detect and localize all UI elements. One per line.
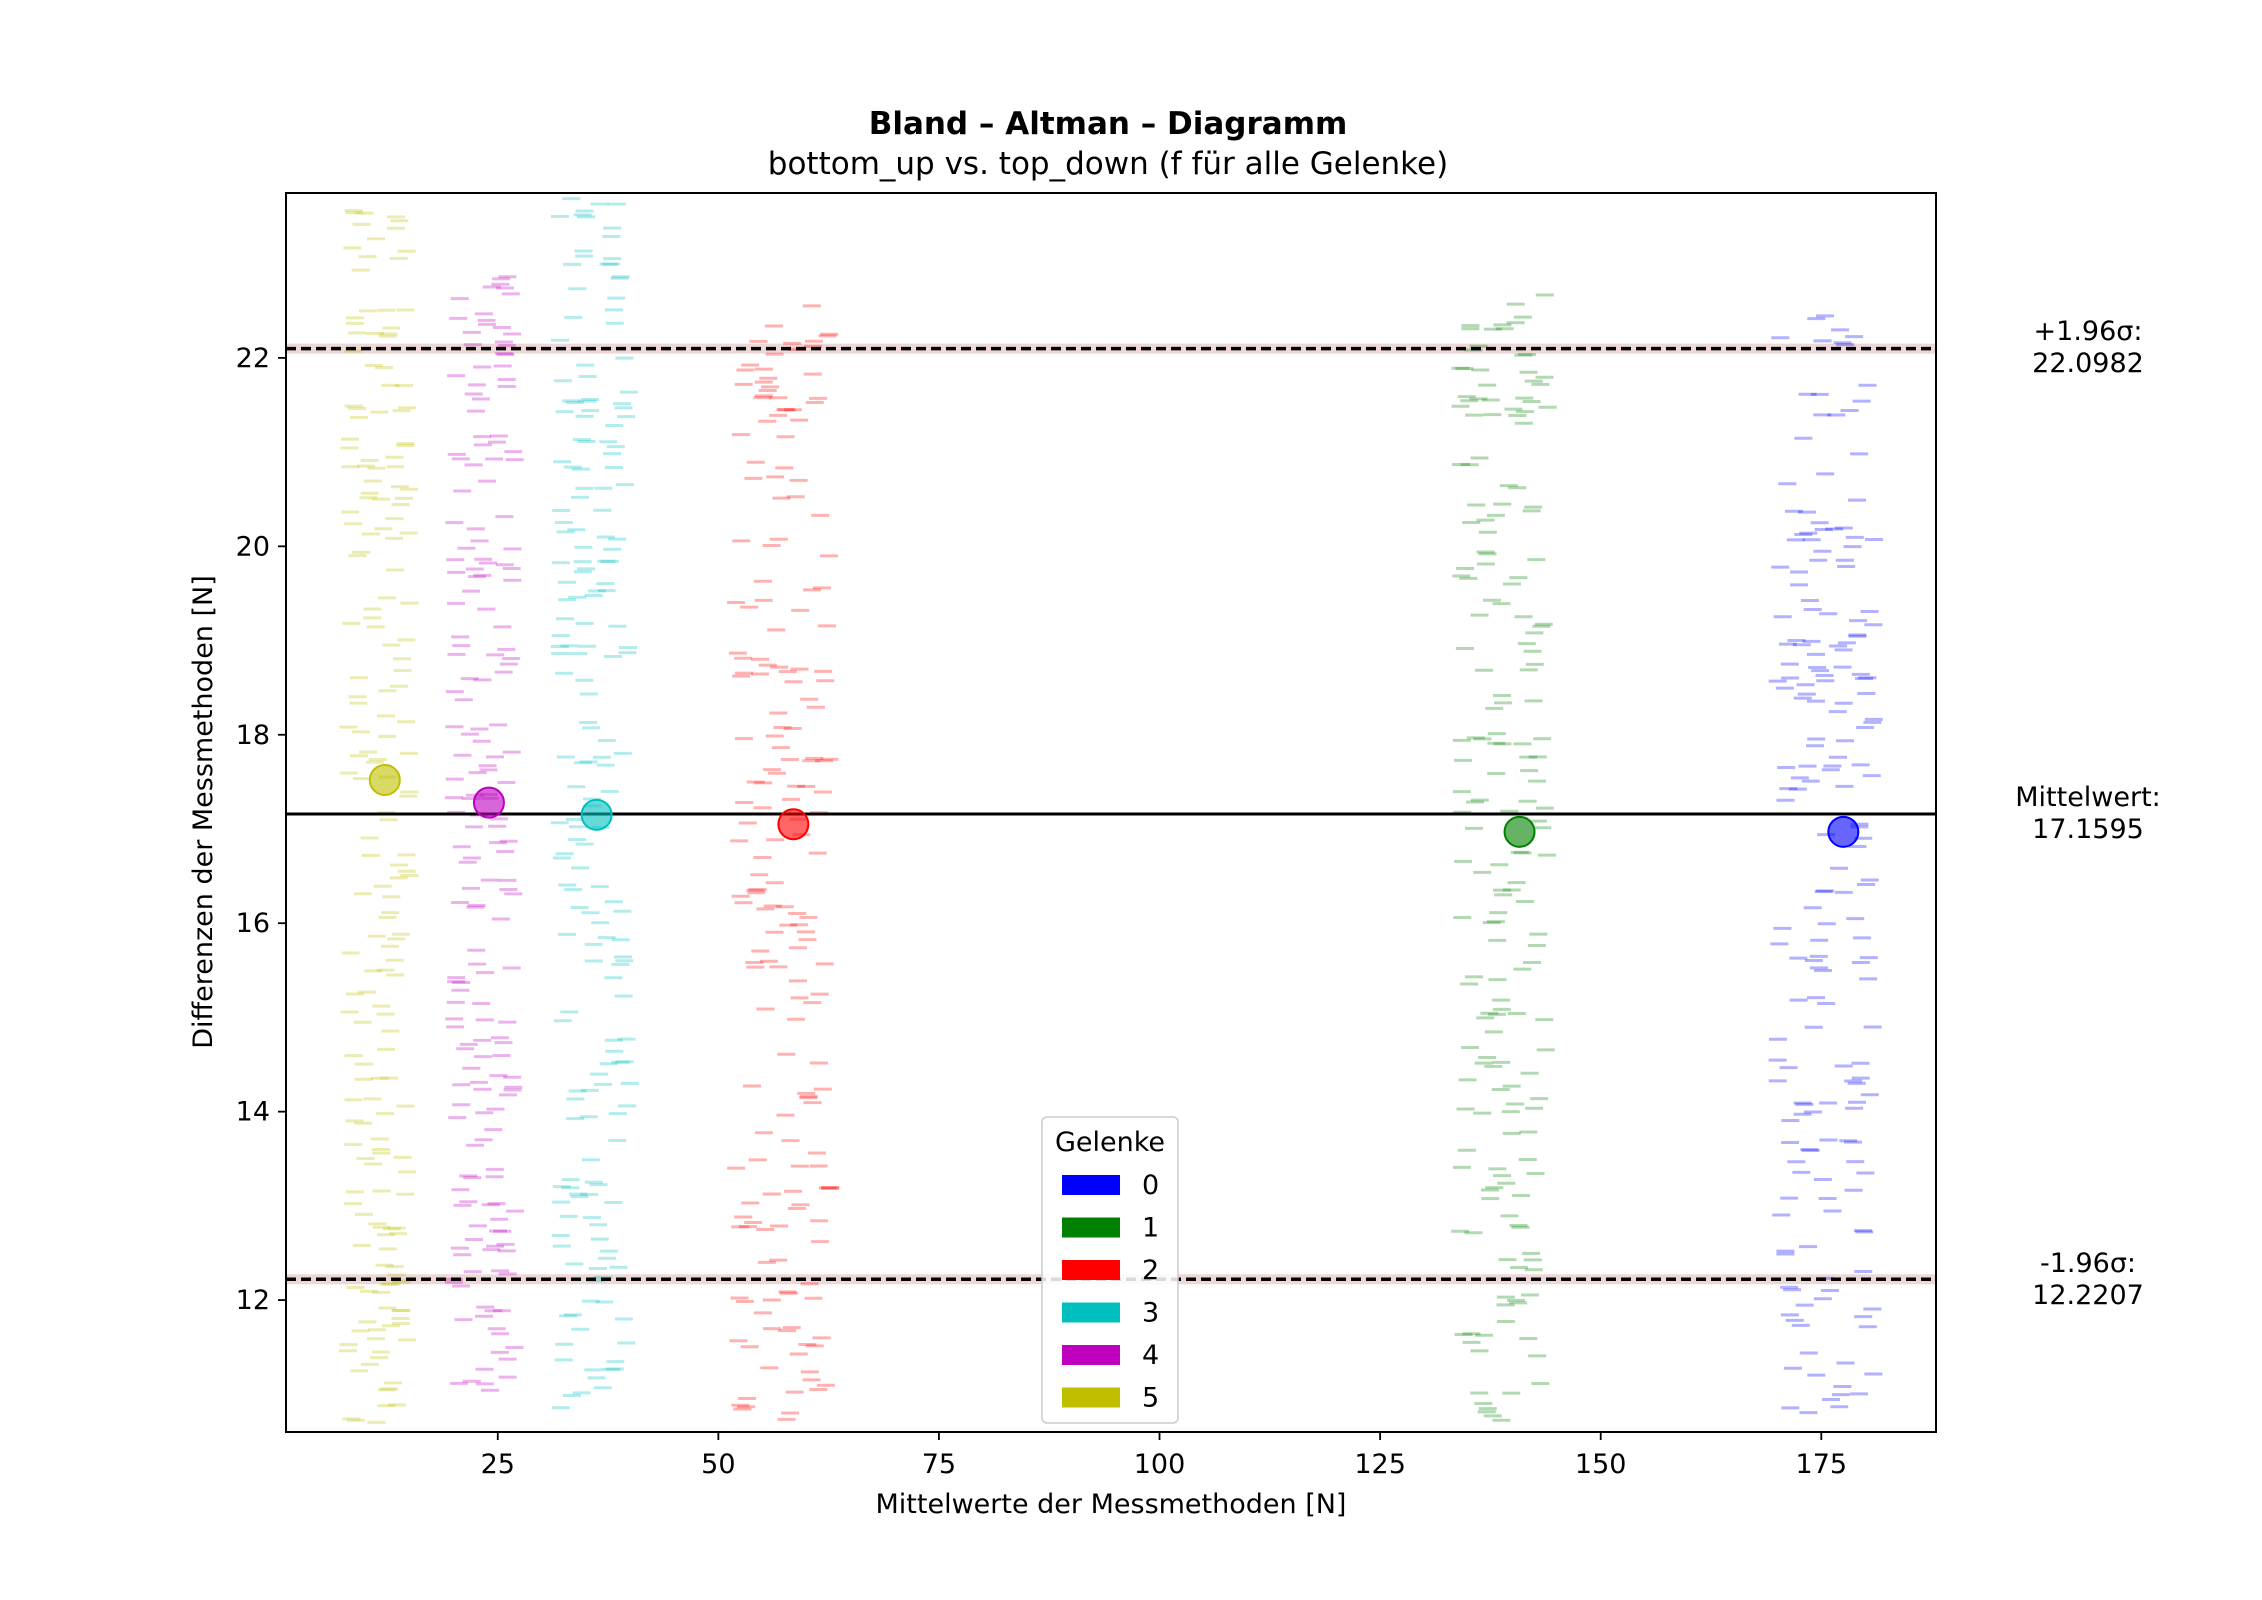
x-tick-label: 150 xyxy=(1575,1449,1627,1480)
chart-subtitle: bottom_up vs. top_down (f für alle Gelen… xyxy=(768,146,1448,182)
legend-label: 5 xyxy=(1142,1383,1159,1414)
data-points xyxy=(338,197,1883,1424)
legend-entry-1: 1 xyxy=(1062,1213,1159,1244)
legend-swatch xyxy=(1062,1175,1120,1195)
series-1-mean-marker xyxy=(1503,815,1536,848)
series-4-mean-marker xyxy=(472,786,505,819)
legend-entries: 0 1 2 3 4 5 xyxy=(1062,1170,1159,1414)
lower-limit-label: -1.96σ: xyxy=(2040,1248,2136,1279)
legend-swatch xyxy=(1062,1260,1120,1280)
legend-swatch xyxy=(1062,1217,1120,1238)
legend-swatch xyxy=(1062,1302,1120,1323)
y-tick-label: 22 xyxy=(236,343,270,374)
x-axis-ticks: 25 50 75 100 125 150 175 xyxy=(481,1432,1847,1480)
series-2-points xyxy=(727,304,840,1421)
plot-frame xyxy=(285,192,1937,1433)
mean-markers xyxy=(368,763,1860,848)
series-0-mean-marker xyxy=(1827,815,1860,848)
series-5-mean-marker xyxy=(368,763,401,796)
series-3-points xyxy=(550,197,639,1410)
y-axis-label: Differenzen der Messmethoden [N] xyxy=(188,575,219,1049)
y-tick-label: 16 xyxy=(236,908,270,939)
x-tick-label: 25 xyxy=(481,1449,515,1480)
lower-limit-annotation: -1.96σ: 12.2207 xyxy=(2032,1248,2144,1311)
series-0-points xyxy=(1768,314,1883,1415)
mean-annotation: Mittelwert: 17.1595 xyxy=(2015,782,2161,845)
x-tick-label: 175 xyxy=(1796,1449,1848,1480)
upper-limit-annotation: +1.96σ: 22.0982 xyxy=(2032,316,2144,379)
x-tick-label: 75 xyxy=(922,1449,956,1480)
legend-swatch xyxy=(1062,1345,1120,1365)
y-tick-label: 20 xyxy=(236,531,270,562)
upper-limit-value: 22.0982 xyxy=(2032,348,2144,379)
legend-entry-4: 4 xyxy=(1062,1340,1159,1371)
legend-entry-0: 0 xyxy=(1062,1170,1159,1201)
legend-entry-5: 5 xyxy=(1062,1383,1159,1414)
y-tick-label: 12 xyxy=(236,1285,270,1316)
y-tick-label: 14 xyxy=(236,1097,270,1128)
legend-label: 3 xyxy=(1142,1298,1159,1329)
legend-label: 0 xyxy=(1142,1170,1159,1201)
mean-value: 17.1595 xyxy=(2032,814,2144,845)
legend: Gelenke 0 1 2 3 4 5 xyxy=(1041,1116,1179,1424)
y-tick-label: 18 xyxy=(236,720,270,751)
series-5-points xyxy=(338,209,419,1424)
series-2-mean-marker xyxy=(777,808,810,841)
chart-title: Bland – Altman – Diagramm xyxy=(869,106,1348,142)
legend-entry-3: 3 xyxy=(1062,1298,1159,1329)
legend-title: Gelenke xyxy=(1055,1127,1165,1158)
series-3-mean-marker xyxy=(580,798,613,831)
x-tick-label: 125 xyxy=(1354,1449,1406,1480)
upper-limit-label: +1.96σ: xyxy=(2034,316,2143,347)
series-1-points xyxy=(1451,293,1557,1422)
x-tick-label: 50 xyxy=(701,1449,735,1480)
x-tick-label: 100 xyxy=(1134,1449,1186,1480)
lower-limit-value: 12.2207 xyxy=(2032,1280,2144,1311)
mean-label: Mittelwert: xyxy=(2015,782,2161,813)
legend-entry-2: 2 xyxy=(1062,1255,1159,1286)
x-axis-label: Mittelwerte der Messmethoden [N] xyxy=(876,1489,1347,1520)
legend-label: 1 xyxy=(1142,1213,1159,1244)
legend-label: 2 xyxy=(1142,1255,1159,1286)
legend-label: 4 xyxy=(1142,1340,1159,1371)
y-axis-ticks: 12 14 16 18 20 22 xyxy=(236,343,286,1316)
series-4-points xyxy=(444,275,525,1392)
legend-swatch xyxy=(1062,1387,1120,1408)
